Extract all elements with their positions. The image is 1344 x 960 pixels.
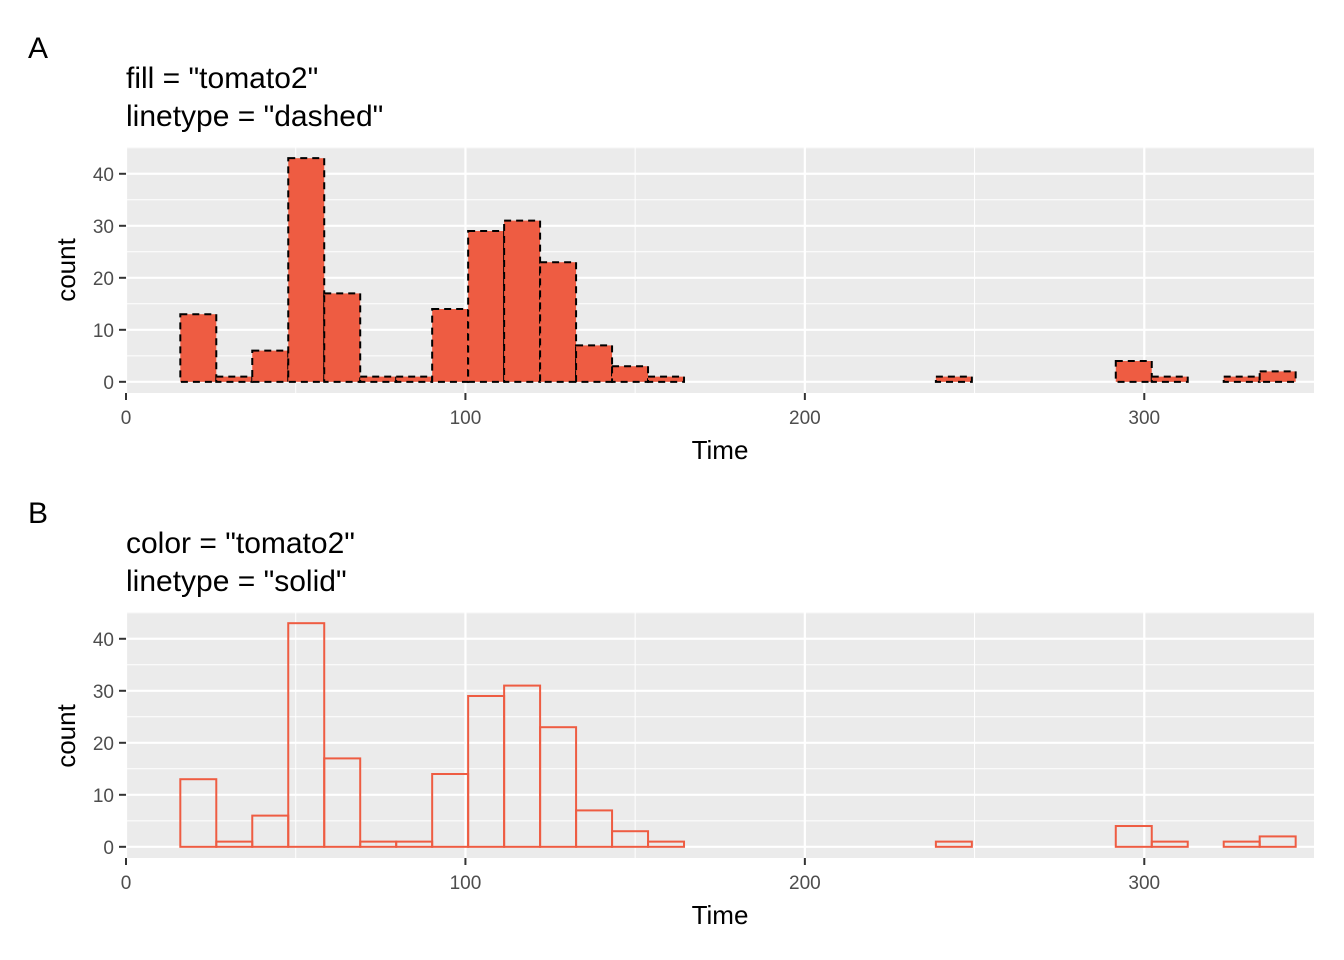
histogram-bar bbox=[575, 344, 614, 383]
bars bbox=[179, 157, 1297, 383]
chart-title-line-1: color = "tomato2" bbox=[126, 527, 355, 560]
y-tick-label: 0 bbox=[103, 838, 114, 859]
panel-b: B color = "tomato2" linetype = "solid" 0… bbox=[28, 497, 1314, 930]
histogram-bar bbox=[323, 757, 362, 848]
histogram-bar bbox=[467, 229, 506, 383]
histogram-bar bbox=[1258, 835, 1297, 848]
y-axis-title: count bbox=[51, 237, 81, 301]
histogram-bar bbox=[934, 375, 973, 383]
histogram-bar bbox=[287, 622, 326, 848]
histogram-bar bbox=[1150, 840, 1189, 848]
x-axis: 0 100 200 300 bbox=[121, 858, 1160, 894]
histogram-bar bbox=[179, 313, 218, 383]
x-tick-label: 300 bbox=[1128, 408, 1160, 429]
y-tick-label: 30 bbox=[93, 217, 114, 238]
histogram-bar bbox=[647, 840, 686, 848]
chart-title-line-2: linetype = "dashed" bbox=[126, 100, 383, 133]
histogram-bar bbox=[611, 830, 650, 848]
histogram-bar bbox=[431, 308, 470, 383]
y-axis: 0 10 20 30 40 bbox=[93, 165, 126, 394]
histogram-bar bbox=[395, 375, 434, 383]
y-tick-label: 40 bbox=[93, 165, 114, 186]
histogram-bar bbox=[539, 726, 578, 848]
y-axis-title: count bbox=[51, 703, 81, 767]
histogram-bar bbox=[1114, 825, 1153, 848]
histogram-bar bbox=[251, 349, 290, 383]
x-tick-label: 200 bbox=[789, 408, 821, 429]
y-tick-label: 10 bbox=[93, 321, 114, 342]
histogram-bar bbox=[503, 219, 542, 383]
x-tick-label: 100 bbox=[450, 873, 482, 894]
x-tick-label: 200 bbox=[789, 873, 821, 894]
y-tick-label: 20 bbox=[93, 734, 114, 755]
x-axis: 0 100 200 300 bbox=[121, 393, 1160, 429]
histogram-bar bbox=[539, 261, 578, 383]
y-tick-label: 10 bbox=[93, 786, 114, 807]
y-tick-label: 30 bbox=[93, 682, 114, 703]
x-tick-label: 100 bbox=[450, 408, 482, 429]
histogram-bar bbox=[611, 365, 650, 383]
x-axis-title: Time bbox=[692, 900, 749, 930]
x-tick-label: 0 bbox=[121, 408, 132, 429]
y-axis: 0 10 20 30 40 bbox=[93, 630, 126, 859]
histogram-bar bbox=[287, 157, 326, 383]
histogram-bar bbox=[934, 840, 973, 848]
x-axis-title: Time bbox=[692, 435, 749, 465]
panel-tag: A bbox=[28, 32, 48, 65]
panel-tag: B bbox=[28, 497, 48, 530]
histogram-bar bbox=[359, 375, 398, 383]
histogram-bar bbox=[647, 375, 686, 383]
panel-a: A fill = "tomato2" linetype = "dashed" 0… bbox=[28, 32, 1314, 465]
y-tick-label: 0 bbox=[103, 373, 114, 394]
histogram-bar bbox=[1114, 360, 1153, 383]
histogram-bar bbox=[1150, 375, 1189, 383]
x-tick-label: 0 bbox=[121, 873, 132, 894]
chart-title-line-1: fill = "tomato2" bbox=[126, 62, 318, 95]
histogram-bar bbox=[215, 375, 254, 383]
histogram-bar bbox=[1222, 375, 1261, 383]
bars bbox=[179, 622, 1297, 848]
y-tick-label: 20 bbox=[93, 269, 114, 290]
x-tick-label: 300 bbox=[1128, 873, 1160, 894]
y-tick-label: 40 bbox=[93, 630, 114, 651]
histogram-bar bbox=[575, 809, 614, 848]
histogram-bar bbox=[323, 292, 362, 383]
histogram-bar bbox=[179, 778, 218, 848]
chart-title-line-2: linetype = "solid" bbox=[126, 565, 347, 598]
histogram-bar bbox=[1258, 370, 1297, 383]
